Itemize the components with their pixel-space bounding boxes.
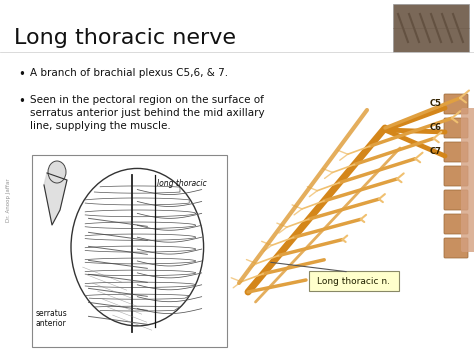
FancyBboxPatch shape — [444, 94, 468, 114]
FancyBboxPatch shape — [444, 190, 468, 210]
Text: long thoracic: long thoracic — [157, 179, 207, 188]
Text: •: • — [18, 95, 25, 108]
Text: C7: C7 — [430, 147, 442, 155]
FancyBboxPatch shape — [444, 214, 468, 234]
FancyBboxPatch shape — [444, 118, 468, 138]
Text: Dr. Anoop Jaffar: Dr. Anoop Jaffar — [6, 178, 10, 222]
FancyBboxPatch shape — [461, 108, 474, 252]
Text: Long thoracic n.: Long thoracic n. — [318, 277, 391, 285]
FancyBboxPatch shape — [444, 238, 468, 258]
Text: C6: C6 — [430, 122, 442, 131]
Polygon shape — [44, 173, 67, 225]
Text: Long thoracic nerve: Long thoracic nerve — [14, 28, 236, 48]
Text: •: • — [18, 68, 25, 81]
Ellipse shape — [48, 161, 66, 183]
FancyBboxPatch shape — [393, 4, 469, 52]
Text: Seen in the pectoral region on the surface of
serratus anterior just behind the : Seen in the pectoral region on the surfa… — [30, 95, 264, 131]
Text: A branch of brachial plexus C5,6, & 7.: A branch of brachial plexus C5,6, & 7. — [30, 68, 228, 78]
FancyBboxPatch shape — [444, 142, 468, 162]
Text: serratus
anterior: serratus anterior — [36, 309, 68, 328]
Text: C5: C5 — [430, 98, 442, 108]
FancyBboxPatch shape — [32, 155, 227, 347]
FancyBboxPatch shape — [444, 166, 468, 186]
FancyBboxPatch shape — [309, 271, 399, 291]
